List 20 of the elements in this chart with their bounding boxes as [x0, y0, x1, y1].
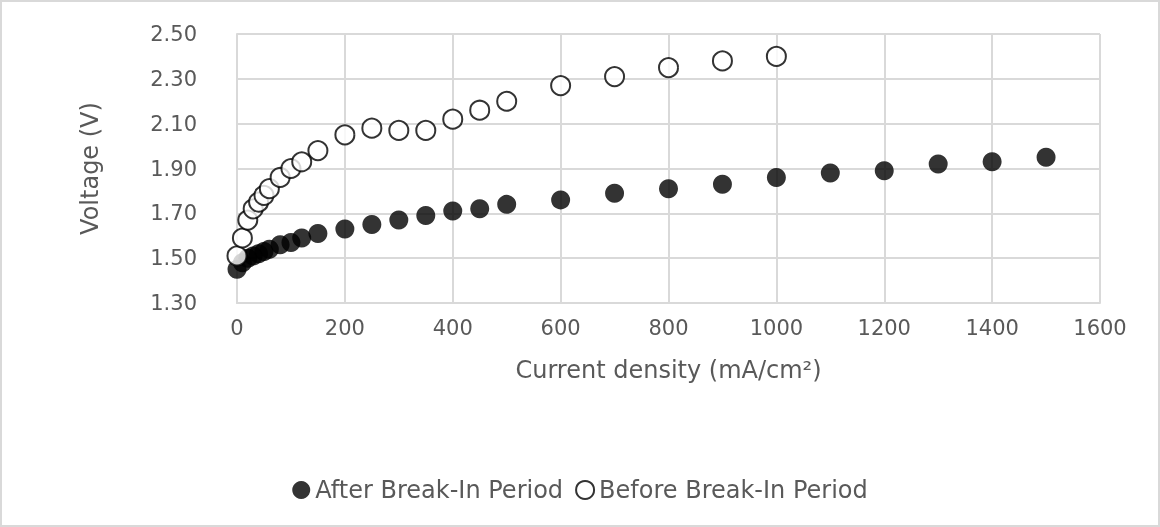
y-tick-label: 2.10 [150, 111, 197, 136]
x-axis-title: Current density (mA/cm²) [515, 356, 822, 384]
y-tick-label: 2.50 [150, 22, 197, 46]
x-tick-label: 600 [540, 315, 581, 340]
y-tick-label: 1.70 [150, 201, 197, 226]
y-tick-label: 2.30 [150, 66, 197, 91]
x-tick-label: 400 [432, 315, 473, 340]
legend-label: Before Break-In Period [599, 476, 868, 504]
x-tick-label: 1200 [857, 315, 911, 340]
x-tick-label: 0 [230, 315, 244, 340]
x-tick-label: 1400 [965, 315, 1019, 340]
legend-label: After Break-In Period [315, 476, 564, 504]
x-tick-label: 1000 [749, 315, 804, 340]
y-axis-title: Voltage (V) [76, 102, 104, 235]
x-tick-label: 200 [324, 315, 365, 340]
y-tick-label: 1.90 [150, 156, 197, 181]
x-tick-label: 1600 [1073, 315, 1127, 340]
y-tick-label: 1.30 [150, 291, 197, 315]
y-tick-label: 1.50 [150, 246, 197, 271]
x-tick-label: 800 [648, 315, 689, 340]
